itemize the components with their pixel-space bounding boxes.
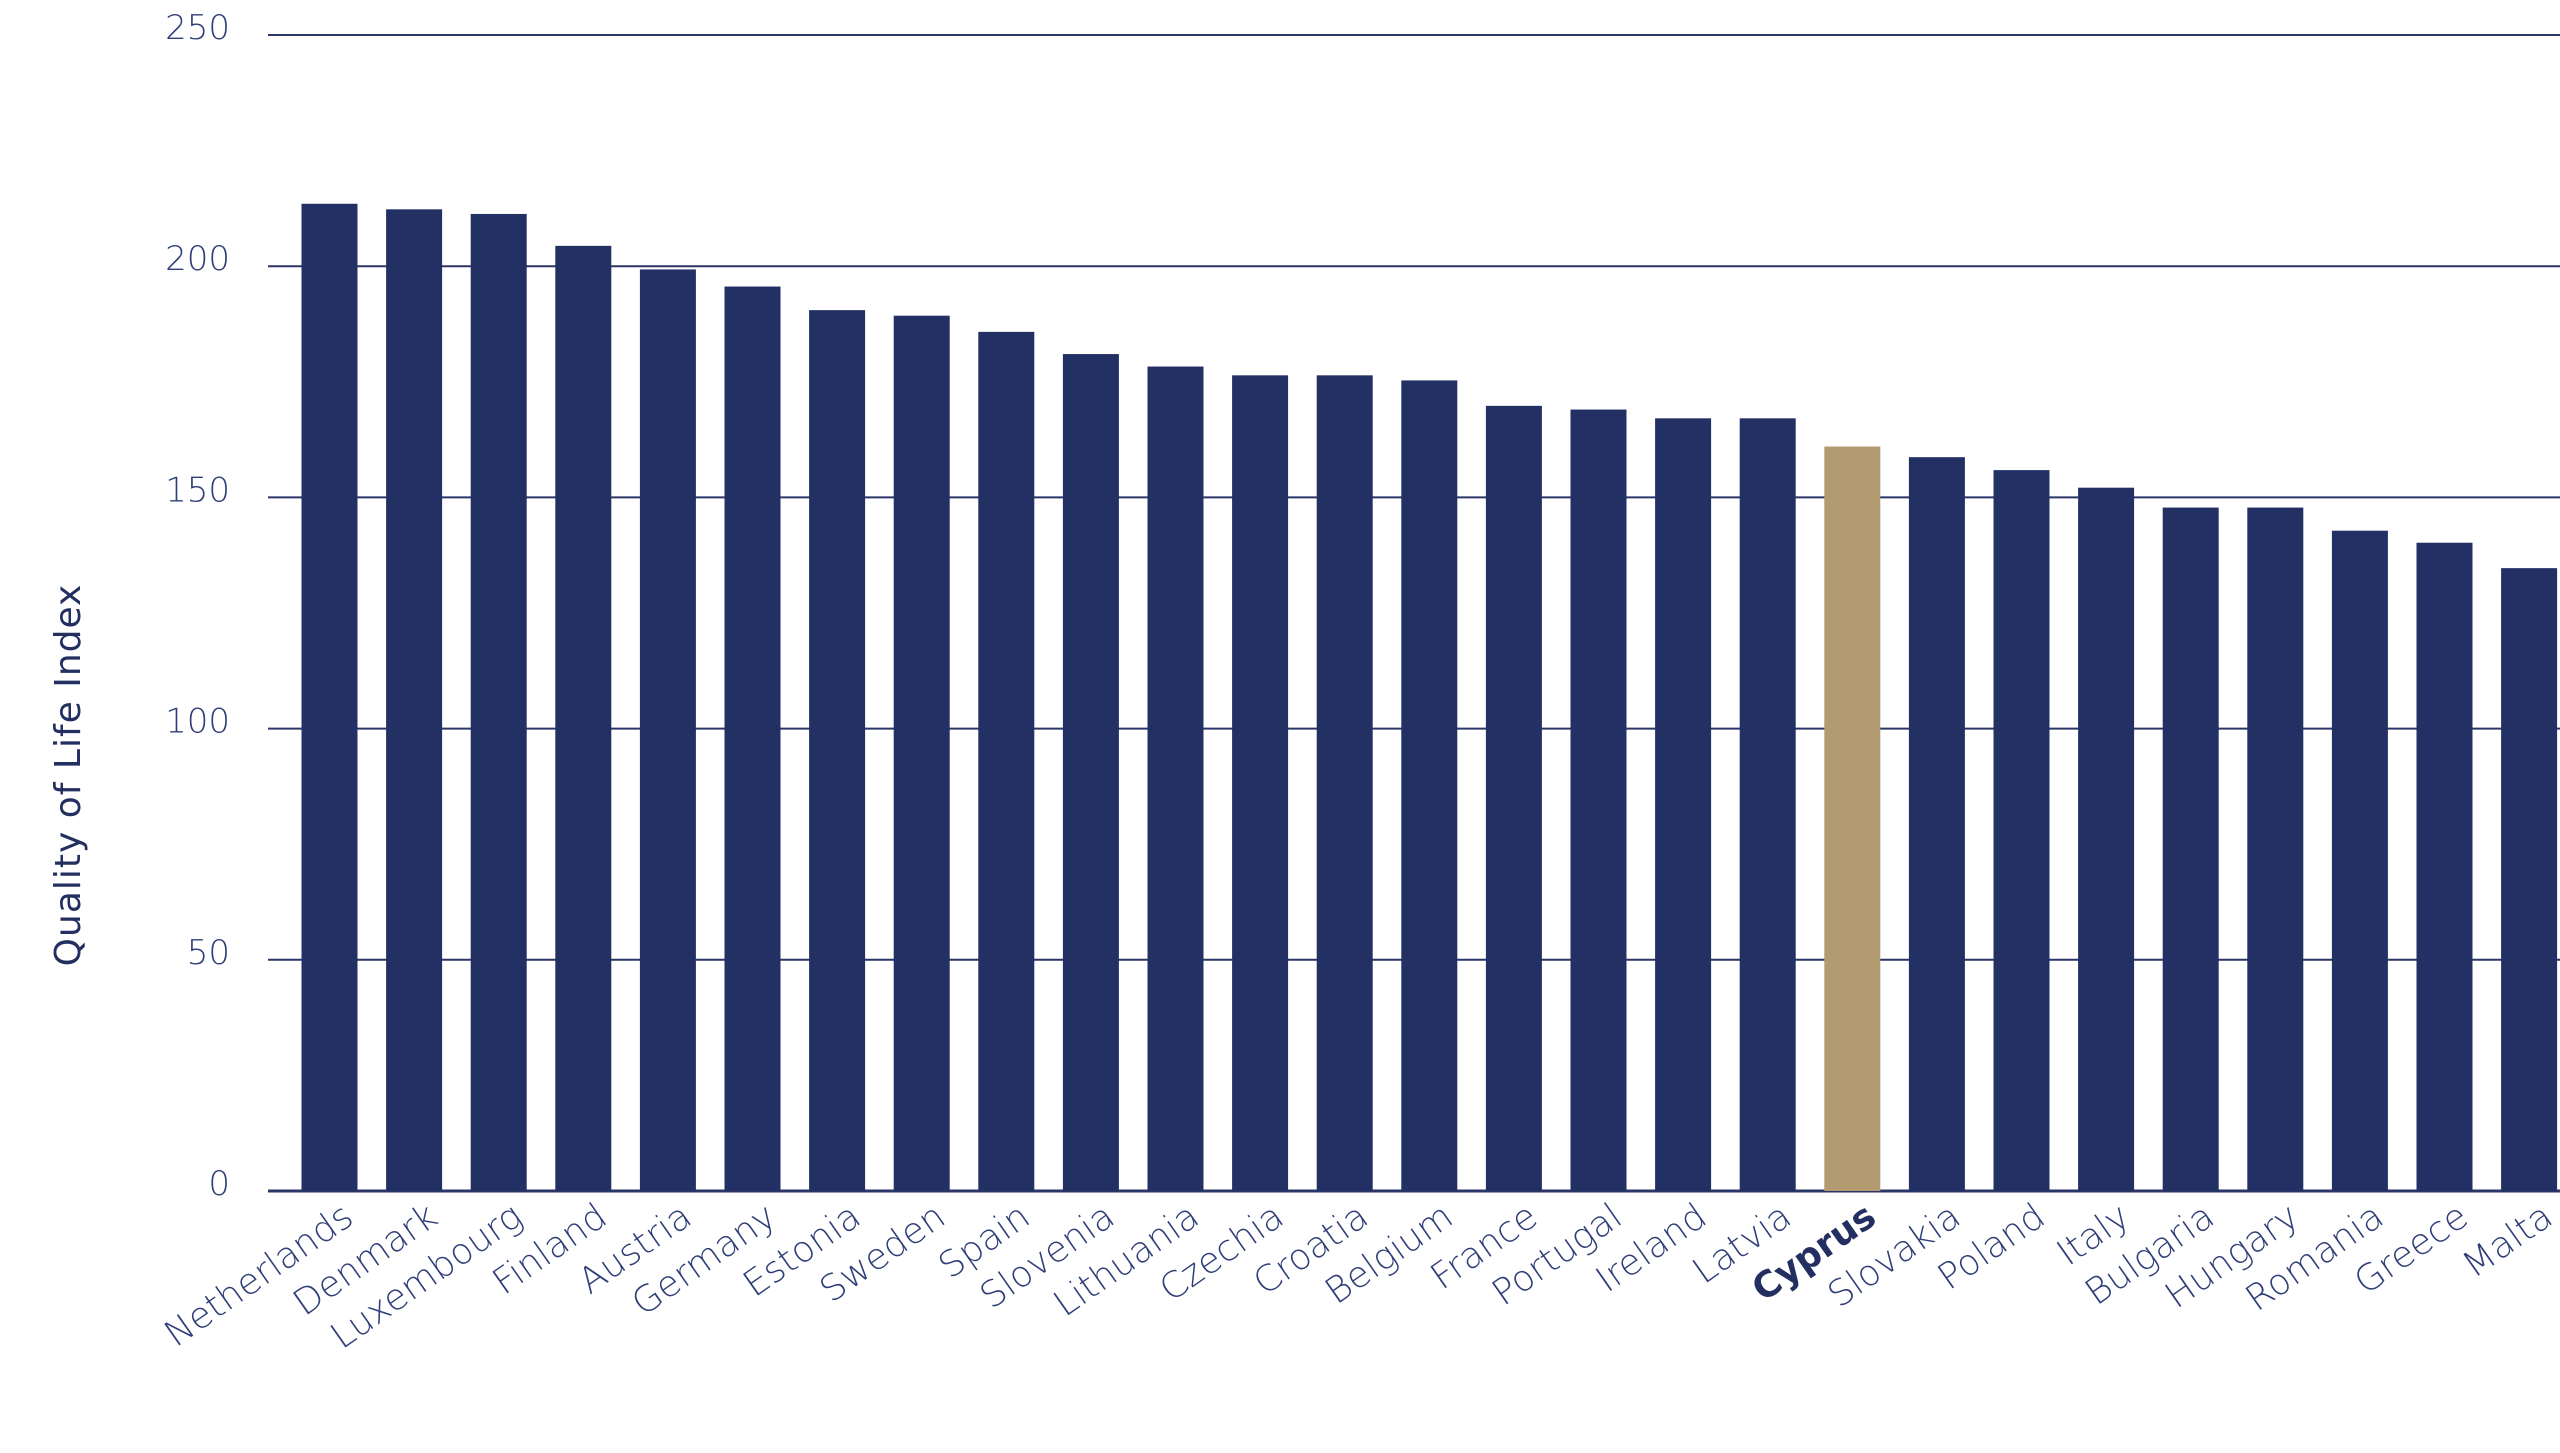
bar-luxembourg [470,213,527,1192]
bar-france [1485,405,1542,1191]
bar-croatia [1316,375,1373,1191]
bar-romania [2331,530,2388,1191]
bar-hungary [2247,507,2304,1191]
bar-poland [1993,470,2050,1191]
y-tick-label: 50 [187,933,230,973]
bar-bulgaria [2162,507,2219,1191]
y-axis-ticks: 0 50 100 150 200 250 [165,8,230,1204]
bars [301,203,2558,1192]
bar-ireland [1655,418,1712,1191]
y-axis-label: Quality of Life Index [48,584,89,967]
bar-netherlands [301,203,358,1191]
bar-portugal [1570,409,1627,1191]
bar-sweden [893,315,950,1192]
x-axis-labels: NetherlandsDenmarkLuxembourgFinlandAustr… [157,1196,2560,1358]
bar-denmark [386,209,443,1191]
y-tick-label: 0 [208,1164,230,1204]
x-tick-label-malta: Malta [2455,1196,2560,1287]
bar-slovakia [1908,457,1965,1191]
bar-germany [724,286,781,1191]
bar-belgium [1401,380,1458,1191]
y-tick-label: 150 [165,470,230,510]
bar-lithuania [1147,366,1204,1192]
bar-greece [2416,542,2473,1191]
y-tick-label: 100 [165,702,230,742]
y-tick-label: 200 [165,239,230,279]
bar-slovenia [1062,354,1119,1191]
bar-estonia [809,310,866,1191]
bar-cyprus [1824,446,1881,1191]
bar-czechia [1232,375,1289,1191]
y-tick-label: 250 [165,8,230,48]
bar-malta [2501,568,2558,1191]
bar-finland [555,245,612,1192]
bar-latvia [1739,418,1796,1191]
bar-italy [2078,487,2135,1192]
bar-spain [978,331,1035,1191]
bar-austria [639,269,696,1192]
